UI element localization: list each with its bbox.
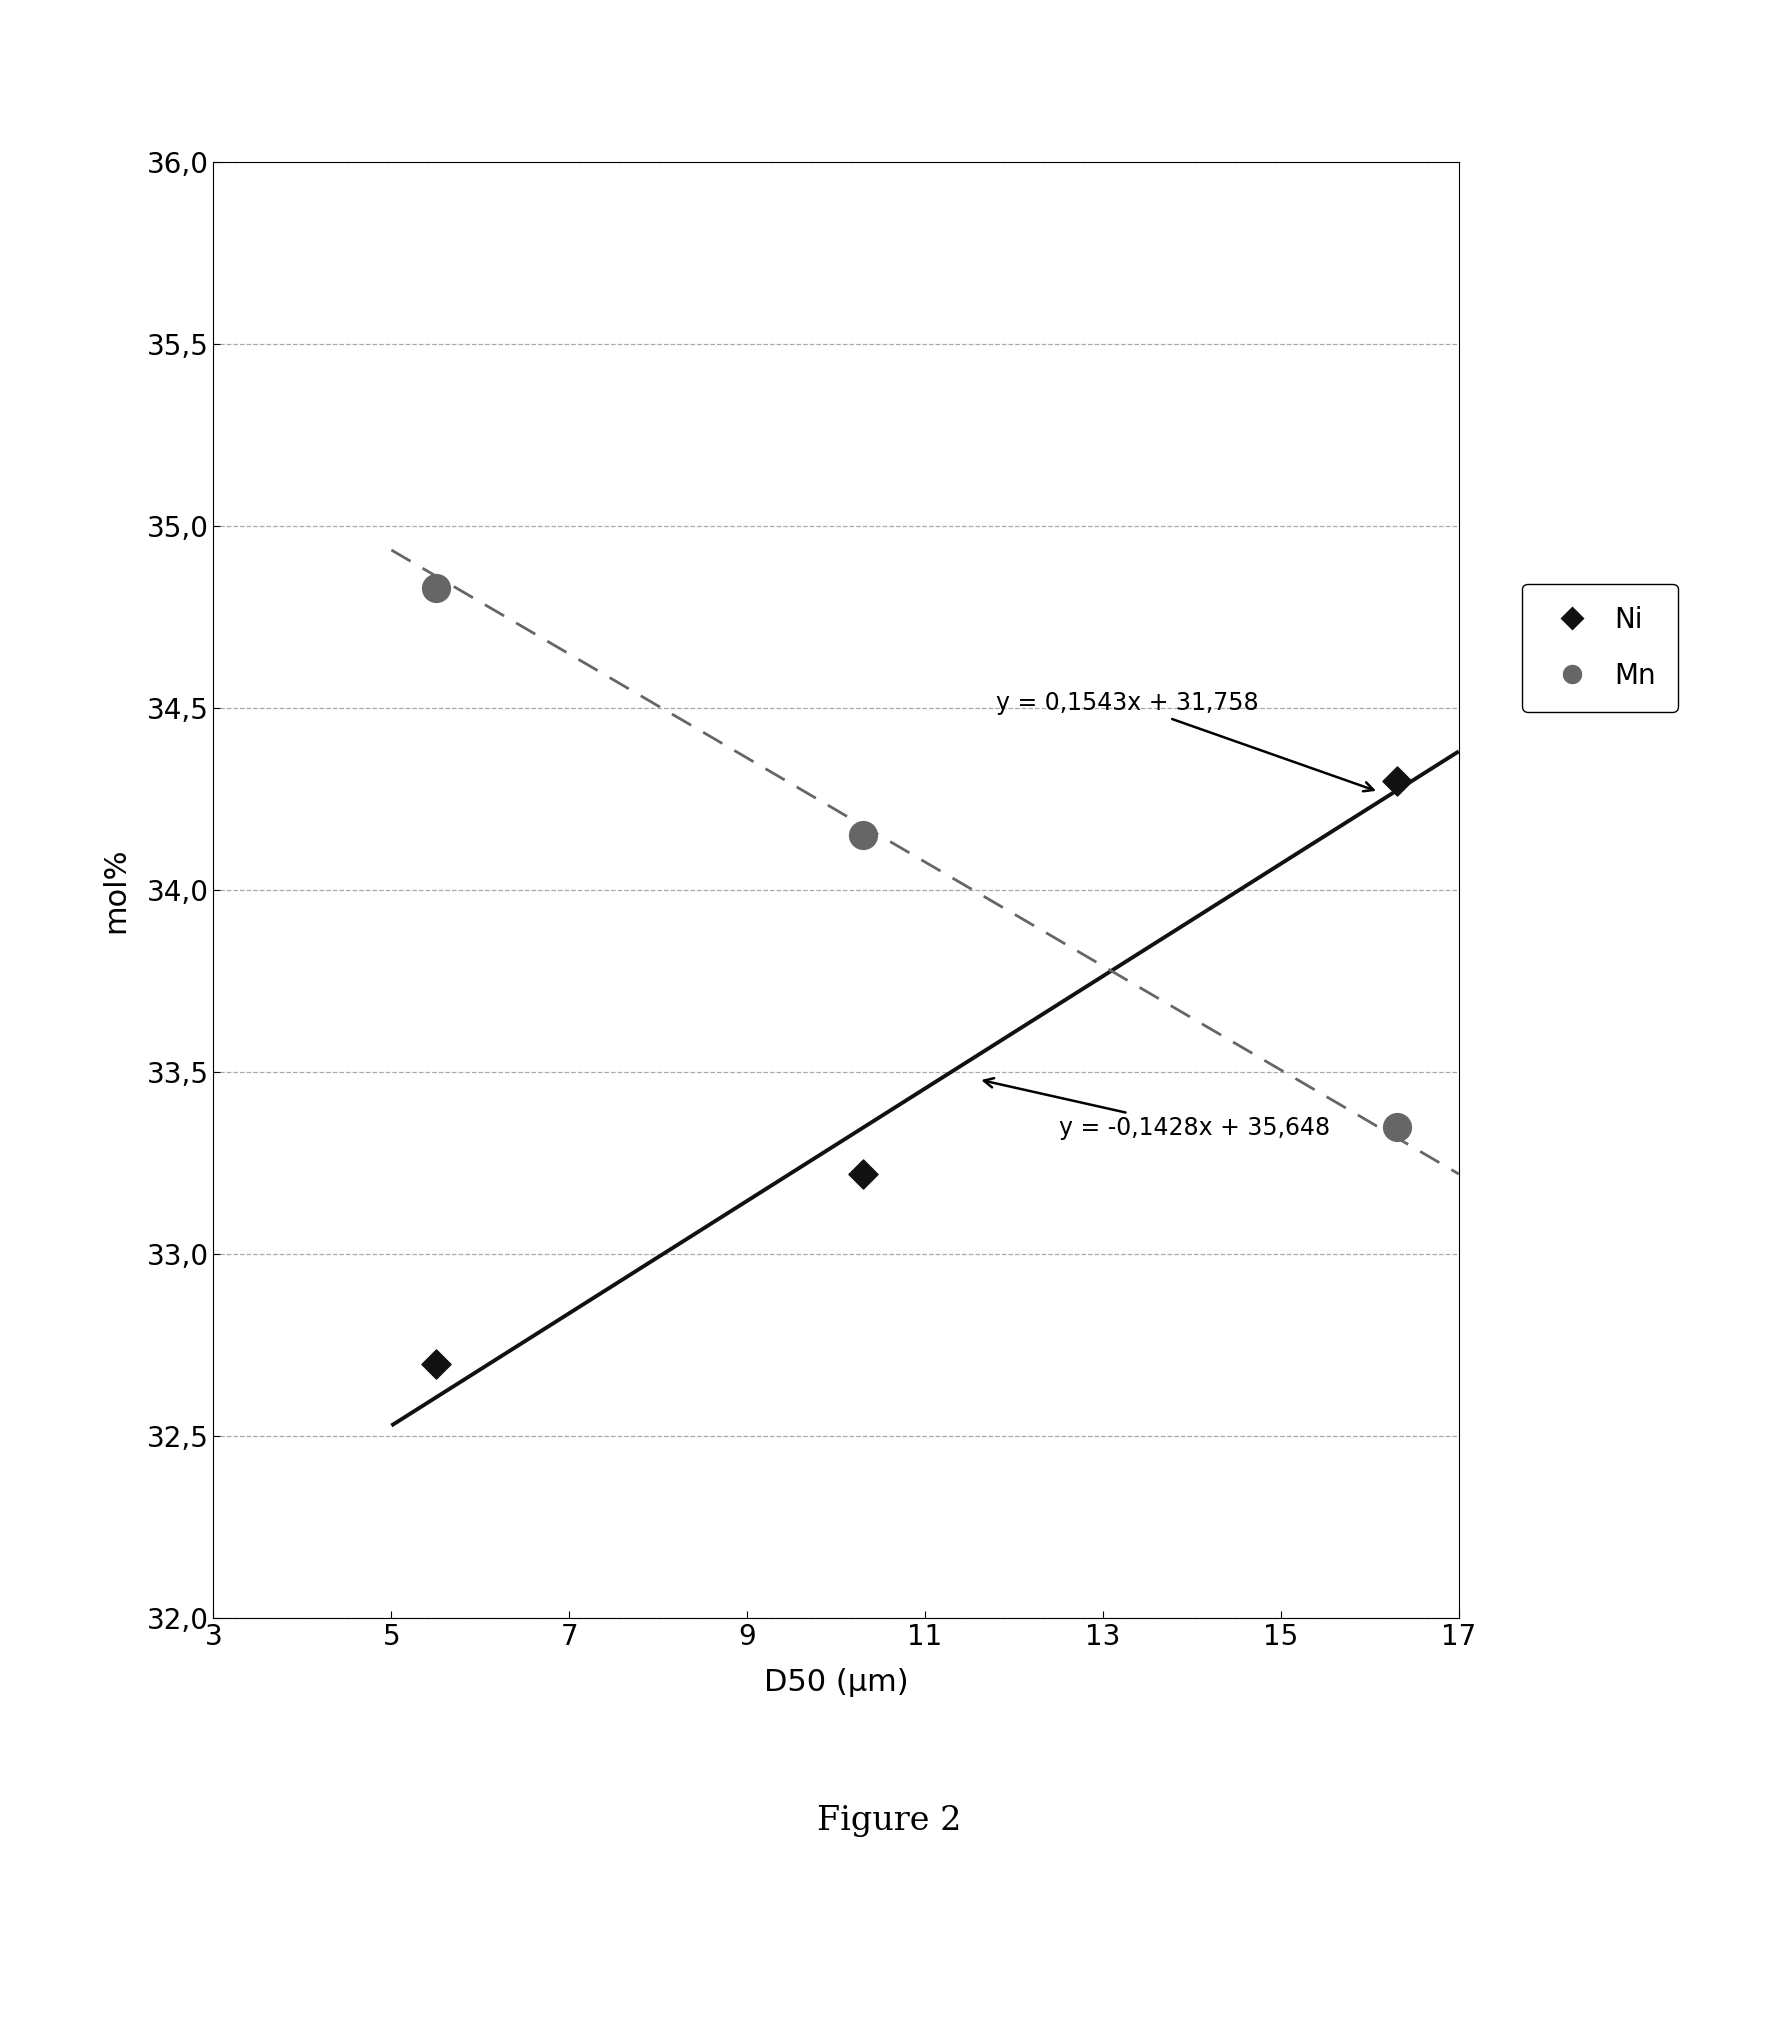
Ni xyxy=(849,1157,877,1190)
X-axis label: D50 (μm): D50 (μm) xyxy=(763,1667,909,1697)
Mn xyxy=(1382,1111,1411,1143)
Text: y = 0,1543x + 31,758: y = 0,1543x + 31,758 xyxy=(996,692,1373,791)
Ni xyxy=(1382,765,1411,797)
Y-axis label: mol%: mol% xyxy=(101,848,130,933)
Mn xyxy=(849,819,877,852)
Legend: Ni, Mn: Ni, Mn xyxy=(1523,583,1678,712)
Text: Figure 2: Figure 2 xyxy=(817,1805,962,1837)
Text: y = -0,1428x + 35,648: y = -0,1428x + 35,648 xyxy=(984,1078,1329,1139)
Ni xyxy=(422,1347,450,1380)
Mn xyxy=(422,573,450,605)
